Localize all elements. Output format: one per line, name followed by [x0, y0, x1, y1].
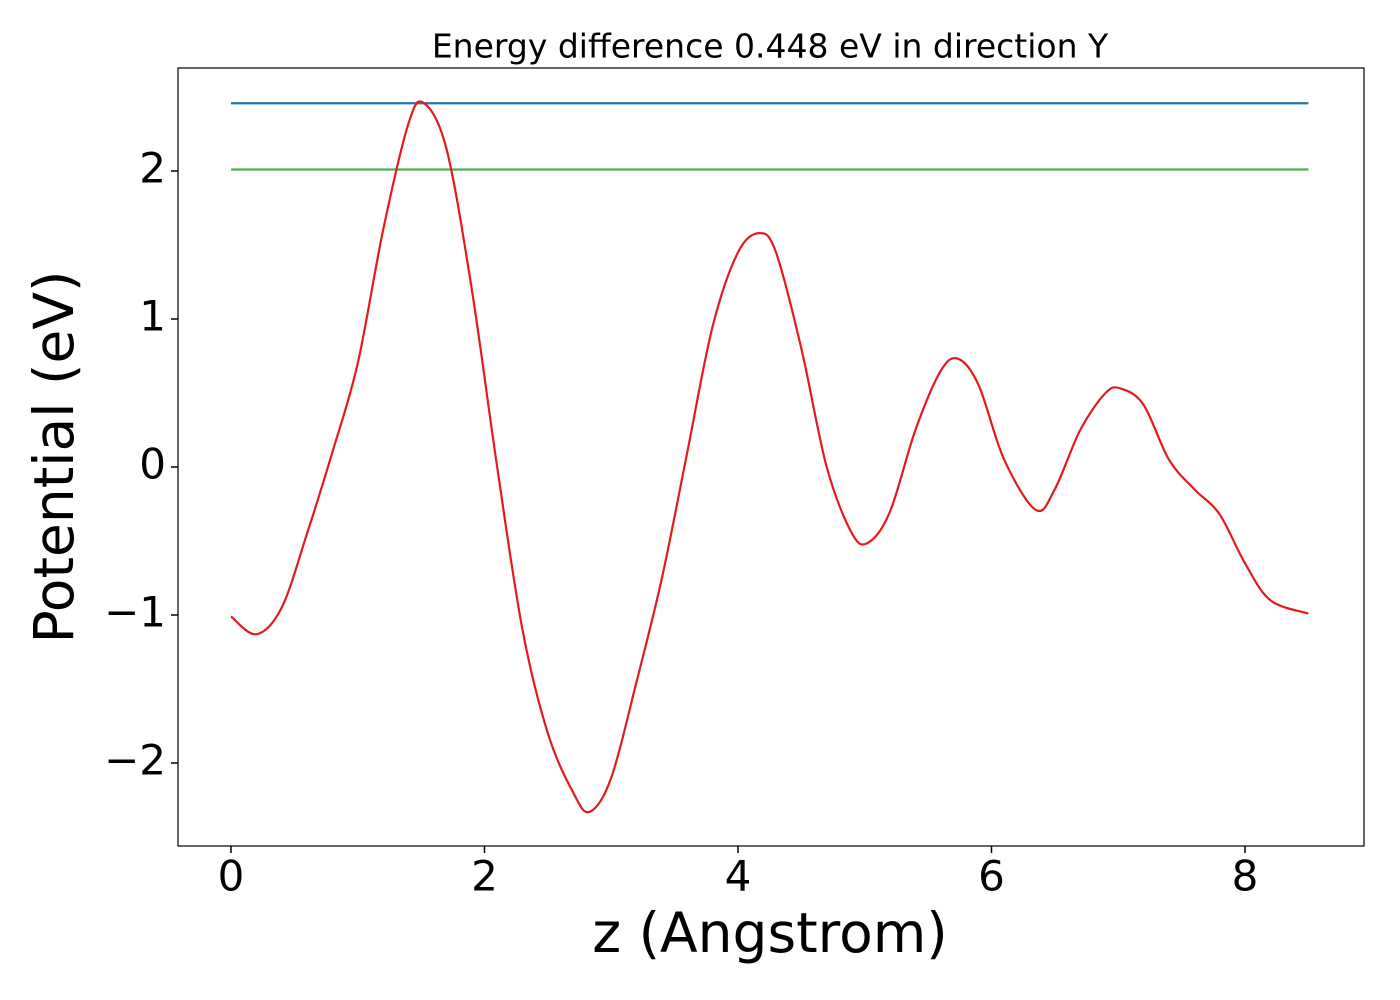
y-tick-label: −2: [104, 735, 166, 784]
x-tick-label: 2: [471, 852, 498, 901]
data-line: [230, 100, 1309, 814]
y-tick-label: 2: [139, 144, 166, 193]
y-tick-label: 0: [139, 439, 166, 488]
y-tick-label: 1: [139, 291, 166, 340]
plot-frame: [177, 67, 1365, 847]
x-axis-label: z (Angstrom): [592, 901, 948, 965]
y-axis-label: Potential (eV): [22, 271, 86, 644]
x-tick-label: 4: [725, 852, 752, 901]
x-tick-label: 0: [218, 852, 245, 901]
x-tick-label: 8: [1232, 852, 1259, 901]
x-tick-label: 6: [978, 852, 1005, 901]
chart-title: Energy difference 0.448 eV in direction …: [432, 27, 1109, 66]
y-tick-label: −1: [104, 587, 166, 636]
